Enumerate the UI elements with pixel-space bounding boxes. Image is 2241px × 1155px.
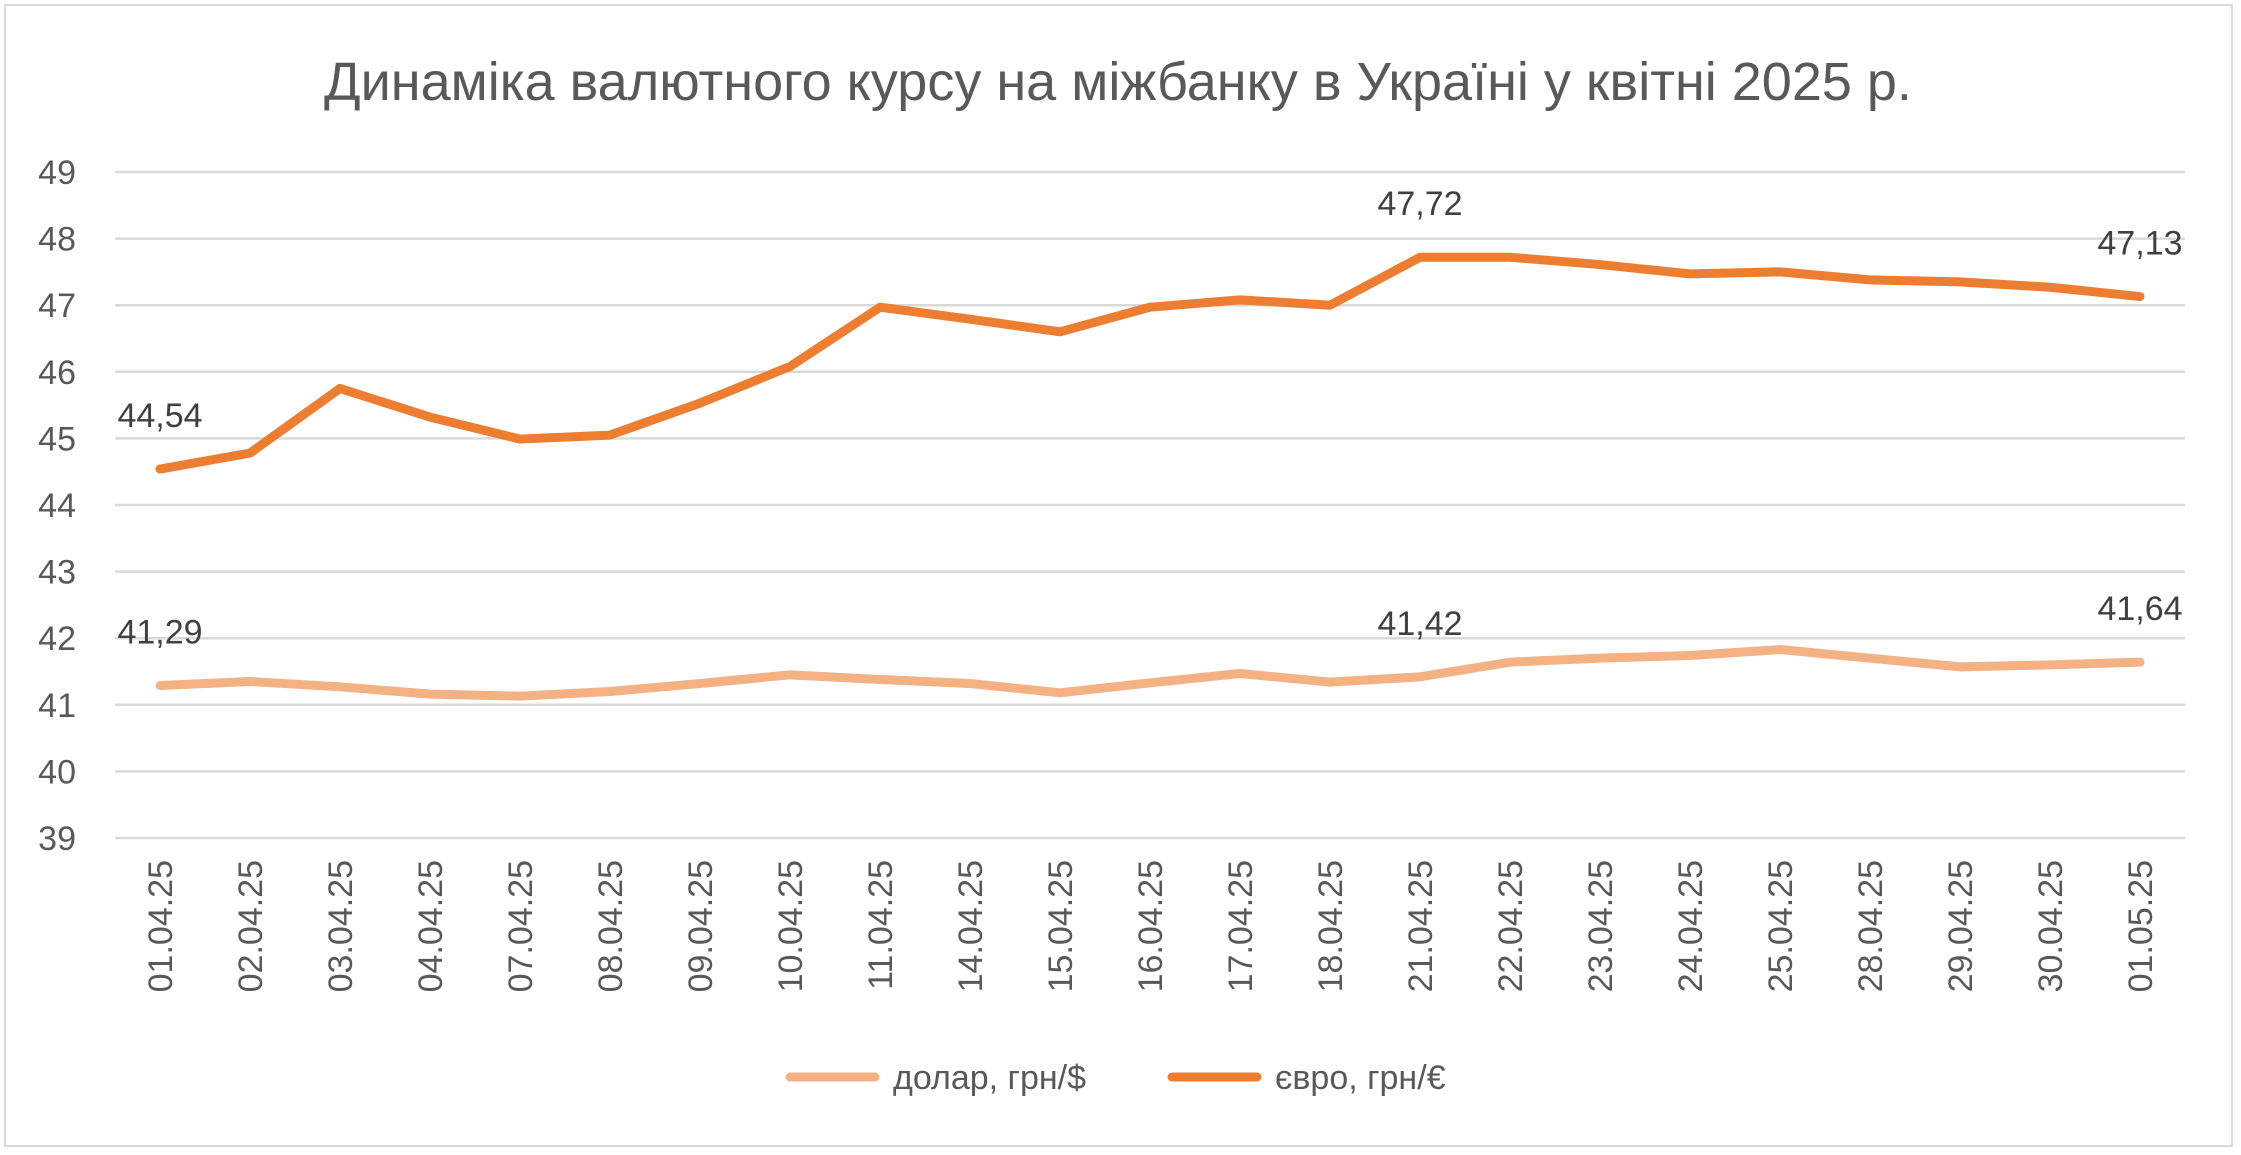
y-tick-label: 39: [38, 820, 76, 858]
legend-label: євро, грн/€: [1275, 1059, 1446, 1097]
y-tick-label: 48: [38, 221, 76, 259]
x-tick-label: 30.04.25: [2032, 860, 2070, 992]
data-label: 41,42: [1377, 605, 1462, 643]
data-label: 47,72: [1377, 185, 1462, 223]
x-tick-label: 16.04.25: [1132, 860, 1170, 992]
y-tick-label: 41: [38, 687, 76, 725]
x-tick-label: 15.04.25: [1042, 860, 1080, 992]
legend-label: долар, грн/$: [893, 1059, 1086, 1097]
x-tick-label: 28.04.25: [1852, 860, 1890, 992]
y-tick-label: 42: [38, 620, 76, 658]
series-line-eur: [155, 252, 2145, 474]
y-axis-tick-labels: 39 40 41 42 43 44 45 46 47 48 49: [38, 154, 76, 858]
data-label: 41,64: [2097, 590, 2182, 628]
x-tick-label: 21.04.25: [1402, 860, 1440, 992]
x-tick-label: 25.04.25: [1762, 860, 1800, 992]
y-tick-label: 45: [38, 420, 76, 458]
x-tick-label: 01.05.25: [2122, 860, 2160, 992]
x-tick-label: 07.04.25: [502, 860, 540, 992]
y-tick-label: 43: [38, 554, 76, 592]
x-axis-tick-labels: 01.04.25 02.04.25 03.04.25 04.04.25 07.04.25…: [142, 860, 2160, 992]
x-tick-label: 14.04.25: [952, 860, 990, 992]
x-tick-label: 08.04.25: [592, 860, 630, 992]
y-tick-label: 46: [38, 354, 76, 392]
y-tick-label: 40: [38, 753, 76, 791]
chart-frame: [4, 4, 2233, 1147]
x-tick-label: 03.04.25: [322, 860, 360, 992]
x-tick-label: 29.04.25: [1942, 860, 1980, 992]
chart-title: Динаміка валютного курсу на міжбанку в У…: [324, 52, 1912, 112]
x-tick-label: 24.04.25: [1672, 860, 1710, 992]
series-line-usd: [155, 645, 2145, 701]
x-tick-label: 04.04.25: [412, 860, 450, 992]
legend: долар, грн/$ євро, грн/€: [785, 1059, 1446, 1097]
x-tick-label: 17.04.25: [1222, 860, 1260, 992]
data-label: 47,13: [2097, 225, 2182, 263]
x-tick-label: 01.04.25: [142, 860, 180, 992]
x-tick-label: 18.04.25: [1312, 860, 1350, 992]
x-tick-label: 22.04.25: [1492, 860, 1530, 992]
data-label: 41,29: [117, 613, 202, 651]
x-tick-label: 23.04.25: [1582, 860, 1620, 992]
y-tick-label: 47: [38, 287, 76, 325]
y-tick-label: 49: [38, 154, 76, 192]
y-tick-label: 44: [38, 487, 76, 525]
x-tick-label: 02.04.25: [232, 860, 270, 992]
x-tick-label: 10.04.25: [772, 860, 810, 992]
series-lines: [155, 252, 2145, 701]
x-tick-label: 09.04.25: [682, 860, 720, 992]
gridlines: [115, 170, 2185, 840]
data-label: 44,54: [117, 397, 202, 435]
x-tick-label: 11.04.25: [862, 860, 900, 990]
data-labels: 41,29 41,42 41,64 44,54 47,72 47,13: [117, 185, 2182, 651]
